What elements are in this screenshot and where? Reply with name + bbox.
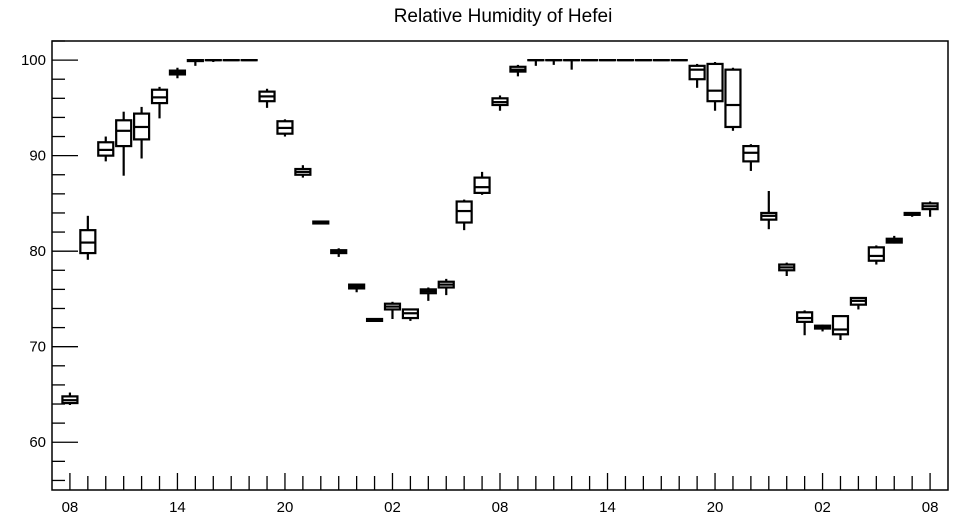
box-iqr — [115, 119, 133, 148]
box-iqr — [706, 62, 724, 103]
y-tick-label: 90 — [29, 148, 46, 165]
box-iqr — [688, 64, 706, 81]
box-hour-8 — [204, 59, 222, 63]
box-hour-3 — [115, 111, 133, 176]
x-tick-label: 08 — [62, 499, 79, 516]
x-tick-label: 02 — [384, 499, 401, 516]
box-hour-27 — [545, 59, 563, 65]
box-hour-35 — [688, 63, 706, 88]
box-hour-16 — [348, 283, 366, 293]
box-hour-24 — [491, 95, 509, 111]
box-hour-1 — [79, 215, 97, 260]
box-hour-38 — [742, 144, 760, 171]
box-hour-7 — [186, 59, 204, 66]
box-hour-41 — [796, 310, 814, 336]
y-axis: 60 70 80 90 100 — [21, 40, 78, 482]
box-hour-4 — [133, 106, 151, 159]
x-tick-label: 02 — [814, 499, 831, 516]
box-hour-46 — [885, 235, 903, 244]
box-hour-6 — [168, 67, 187, 79]
x-tick-label: 08 — [922, 499, 939, 516]
box-hour-47 — [903, 211, 921, 217]
y-tick-label: 70 — [29, 339, 46, 356]
box-hour-48 — [921, 201, 939, 217]
box-hour-11 — [258, 88, 276, 108]
x-tick-label: 20 — [707, 499, 724, 516]
box-hour-36 — [706, 62, 724, 111]
box-hour-43 — [831, 315, 850, 341]
box-hour-44 — [849, 296, 868, 310]
y-tick-label: 80 — [29, 243, 46, 260]
y-tick-label: 100 — [21, 52, 46, 69]
box-hour-5 — [150, 86, 169, 119]
box-iqr — [724, 68, 742, 129]
x-axis: 08 14 20 02 08 14 20 02 08 — [62, 473, 939, 516]
box-hour-42 — [813, 324, 832, 332]
x-tick-label: 14 — [599, 499, 616, 516]
box-hour-23 — [473, 171, 491, 195]
x-tick-label: 14 — [169, 499, 186, 516]
box-hour-39 — [760, 190, 778, 230]
x-tick-label: 08 — [492, 499, 509, 516]
box-hour-28 — [563, 59, 581, 70]
box-hour-37 — [724, 67, 742, 131]
y-tick-label: 60 — [29, 434, 46, 451]
chart-title: Relative Humidity of Hefei — [394, 6, 613, 27]
box-hour-2 — [97, 136, 115, 162]
box-series — [61, 59, 939, 405]
box-hour-20 — [419, 287, 437, 301]
box-iqr — [831, 315, 850, 336]
box-hour-18 — [383, 301, 402, 319]
box-iqr — [867, 246, 885, 262]
box-hour-17 — [365, 317, 384, 323]
box-hour-15 — [330, 248, 348, 257]
x-tick-label: 20 — [277, 499, 294, 516]
box-hour-19 — [401, 308, 419, 321]
box-hour-45 — [867, 245, 885, 265]
box-hour-26 — [527, 59, 545, 66]
box-hour-14 — [312, 220, 330, 225]
box-hour-12 — [276, 119, 294, 137]
box-iqr — [473, 176, 491, 194]
box-hour-0 — [61, 392, 79, 405]
box-hour-13 — [294, 165, 312, 178]
box-hour-22 — [455, 199, 473, 231]
box-hour-25 — [509, 64, 527, 77]
box-hour-40 — [778, 262, 796, 277]
box-hour-21 — [437, 278, 455, 296]
